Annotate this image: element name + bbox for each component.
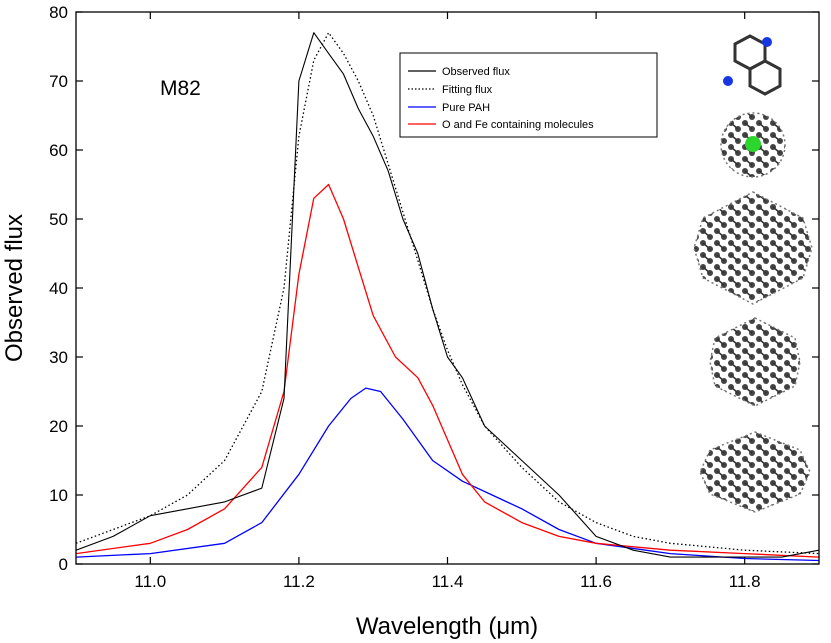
x-tick-label: 11.4 <box>432 572 464 591</box>
series-line-o-and-fe-containing-molecules <box>76 183 819 558</box>
x-tick-label: 11.2 <box>283 572 315 591</box>
legend-box <box>399 52 658 138</box>
x-tick-label: 11.6 <box>580 572 612 591</box>
series-line-observed-flux <box>76 32 819 558</box>
legend-label-observed: Observed flux <box>442 66 510 78</box>
y-tick-label: 40 <box>49 279 68 298</box>
molecule-3-icon <box>693 191 813 305</box>
annotation-label: M82 <box>160 77 201 100</box>
x-tick-label: 11.0 <box>134 572 166 591</box>
molecule-insets <box>693 34 813 513</box>
y-tick-label: 30 <box>49 348 68 367</box>
molecule-1-icon <box>723 34 782 96</box>
series-line-fitting-flux <box>76 32 819 555</box>
molecule-5-icon <box>699 431 811 513</box>
y-tick-label: 70 <box>49 72 68 91</box>
axis-ticks: 11.0 11.2 11.4 11.6 11.8 0 10 20 30 40 50 60 70 80 <box>49 3 819 591</box>
y-tick-label: 80 <box>49 3 68 22</box>
y-tick-label: 10 <box>49 486 68 505</box>
series-group <box>76 32 819 562</box>
y-tick-label: 60 <box>49 141 68 160</box>
legend-label-o-fe: O and Fe containing molecules <box>442 119 594 131</box>
legend-label-fitting: Fitting flux <box>442 84 493 96</box>
y-axis-title: Observed flux <box>1 214 28 362</box>
molecule-2-icon <box>720 112 786 178</box>
x-tick-label: 11.8 <box>729 572 761 591</box>
molecule-4-icon <box>709 317 801 407</box>
y-tick-label: 0 <box>59 555 68 574</box>
y-tick-label: 20 <box>49 417 68 436</box>
x-axis-title: Wavelength (μm) <box>356 613 538 640</box>
y-tick-label: 50 <box>49 210 68 229</box>
legend: Observed flux Fitting flux Pure PAH O an… <box>399 52 658 138</box>
plot-frame <box>75 11 820 565</box>
legend-label-pure-pah: Pure PAH <box>442 102 490 114</box>
